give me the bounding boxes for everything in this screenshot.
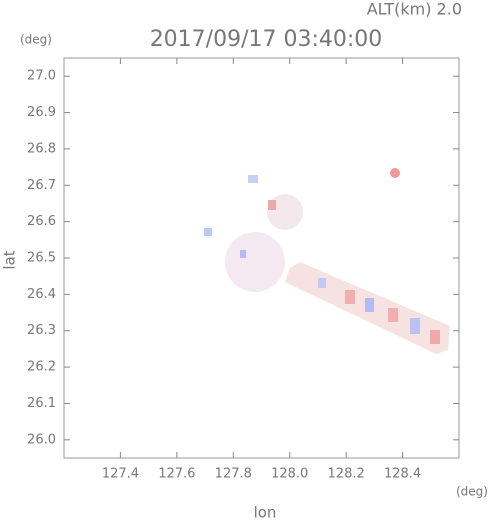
x-tick-label: 127.8 — [215, 467, 252, 482]
x-tick-label: 128.2 — [328, 467, 365, 482]
chart-title: 2017/09/17 03:40:00 — [150, 27, 383, 52]
echo-cell — [390, 168, 400, 178]
y-tick-label: 26.9 — [27, 105, 56, 120]
y-tick-label: 26.0 — [27, 432, 56, 447]
echo-cell — [388, 308, 398, 322]
echo-cluster — [267, 194, 303, 230]
x-tick-label: 128.0 — [271, 467, 308, 482]
radar-echo — [204, 168, 450, 354]
y-tick-label: 26.1 — [27, 396, 56, 411]
y-tick-label: 26.3 — [27, 323, 56, 338]
echo-cluster — [225, 232, 285, 292]
x-unit: (deg) — [456, 485, 488, 499]
echo-cell — [204, 228, 212, 236]
echo-cell — [410, 318, 420, 334]
y-unit: (deg) — [20, 33, 52, 47]
x-axis-label: lon — [254, 504, 277, 521]
y-tick-label: 26.4 — [27, 287, 56, 302]
y-tick-label: 26.6 — [27, 214, 56, 229]
y-axis-label: lat — [1, 250, 19, 269]
echo-cell — [365, 298, 374, 312]
echo-cell — [240, 250, 246, 258]
x-tick-label: 127.4 — [102, 467, 139, 482]
x-tick-label: 128.4 — [384, 467, 421, 482]
y-tick-label: 26.7 — [27, 178, 56, 193]
y-tick-label: 26.5 — [27, 251, 56, 266]
echo-cell — [430, 330, 440, 344]
echo-cell — [248, 175, 258, 183]
y-tick-label: 26.2 — [27, 360, 56, 375]
y-tick-label: 27.0 — [27, 69, 56, 84]
altitude-label: ALT(km) 2.0 — [367, 0, 462, 19]
echo-cell — [318, 278, 326, 288]
echo-cell — [345, 290, 355, 304]
y-tick-label: 26.8 — [27, 141, 56, 156]
x-tick-label: 127.6 — [158, 467, 195, 482]
echo-cell — [268, 200, 276, 210]
